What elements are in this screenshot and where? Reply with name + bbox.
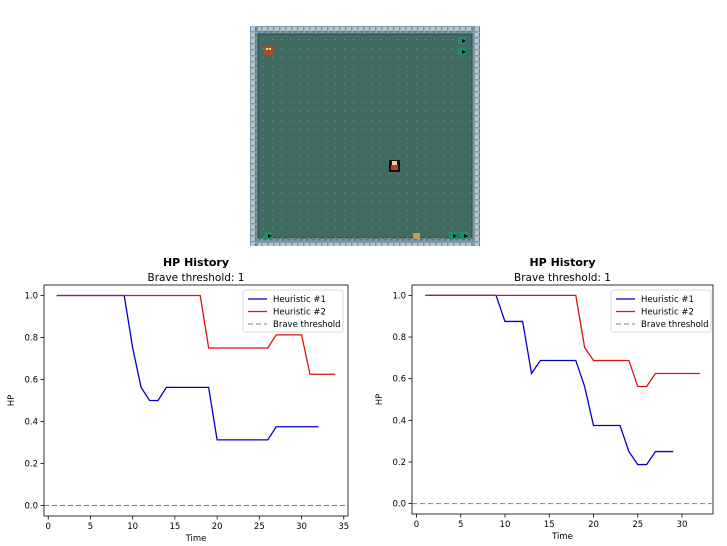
y-tick-label: 0.4 <box>24 418 38 428</box>
x-tick-label: 30 <box>677 520 688 530</box>
plot-area-frame <box>411 284 714 515</box>
x-tick-label: 10 <box>127 522 138 532</box>
door-icon <box>458 37 466 44</box>
y-tick-label: 0.0 <box>392 500 406 510</box>
x-axis-label: Time <box>551 532 573 542</box>
chart-title: HP History <box>529 256 595 269</box>
x-tick-label: 10 <box>500 520 511 530</box>
legend-entry: Heuristic #1 <box>641 295 694 305</box>
key-icon <box>460 232 468 239</box>
legend: Heuristic #1 Heuristic #2 Brave threshold <box>610 289 712 333</box>
hp-history-chart-right: HP History Brave threshold: 1 0 5 10 15 20 25 30… <box>375 256 714 542</box>
wall-left <box>250 26 258 246</box>
legend: Heuristic #1 Heuristic #2 Brave threshold <box>242 289 344 333</box>
x-axis-label: Time <box>185 534 207 544</box>
floor-dots <box>258 34 472 238</box>
series-line-heuristic-2 <box>425 294 700 388</box>
door-icon <box>449 232 457 239</box>
x-tick-label: 15 <box>544 520 555 530</box>
y-tick-label: 0.8 <box>392 333 406 343</box>
chart-subtitle: Brave threshold: 1 <box>514 272 611 284</box>
hp-history-chart-left: HP History Brave threshold: 1 0 5 10 15 20 25 30… <box>7 256 349 544</box>
legend-entry: Brave threshold <box>641 320 709 330</box>
x-tick-label: 0 <box>414 520 419 530</box>
x-tick-label: 5 <box>88 522 93 532</box>
y-tick-label: 0.2 <box>392 458 406 468</box>
y-axis-label: HP <box>375 394 385 406</box>
wall-right <box>472 26 480 246</box>
chart-subtitle: Brave threshold: 1 <box>148 272 245 284</box>
x-tick-label: 30 <box>296 522 307 532</box>
x-tick-label: 0 <box>46 522 51 532</box>
y-tick-label: 0.8 <box>24 334 38 344</box>
wall-bottom <box>250 238 480 246</box>
x-tick-label: 20 <box>212 522 223 532</box>
legend-entry: Heuristic #1 <box>273 295 326 305</box>
series-line-heuristic-1 <box>425 294 674 466</box>
chart-title: HP History <box>163 256 229 269</box>
y-axis-label: HP <box>7 395 17 407</box>
legend-entry: Heuristic #2 <box>273 308 326 318</box>
x-tick-label: 20 <box>588 520 599 530</box>
legend-box <box>242 289 344 333</box>
y-tick-label: 0.0 <box>24 502 38 512</box>
y-tick-label: 0.4 <box>392 416 406 426</box>
y-tick-label: 0.6 <box>24 376 38 386</box>
legend-entry: Heuristic #2 <box>641 308 694 318</box>
y-tick-label: 0.2 <box>24 460 38 470</box>
legend-box <box>610 289 712 333</box>
plot-area-frame <box>43 284 349 517</box>
series-line-heuristic-1 <box>56 294 319 441</box>
x-tick-label: 5 <box>458 520 463 530</box>
x-tick-label: 15 <box>169 522 180 532</box>
series-line-heuristic-2 <box>56 294 336 375</box>
x-tick-label: 25 <box>254 522 265 532</box>
key-icon <box>458 48 466 55</box>
y-tick-label: 1.0 <box>24 292 38 302</box>
door-icon <box>264 232 272 239</box>
y-tick-label: 1.0 <box>392 291 406 301</box>
legend-entry: Brave threshold <box>273 320 341 330</box>
x-tick-label: 35 <box>338 522 349 532</box>
wall-top <box>250 26 480 34</box>
monster-sprite <box>264 46 273 55</box>
y-tick-label: 0.6 <box>392 375 406 385</box>
game-board <box>250 26 480 246</box>
x-tick-label: 25 <box>632 520 643 530</box>
coin-icon <box>413 233 420 239</box>
hero-sprite <box>389 160 400 172</box>
